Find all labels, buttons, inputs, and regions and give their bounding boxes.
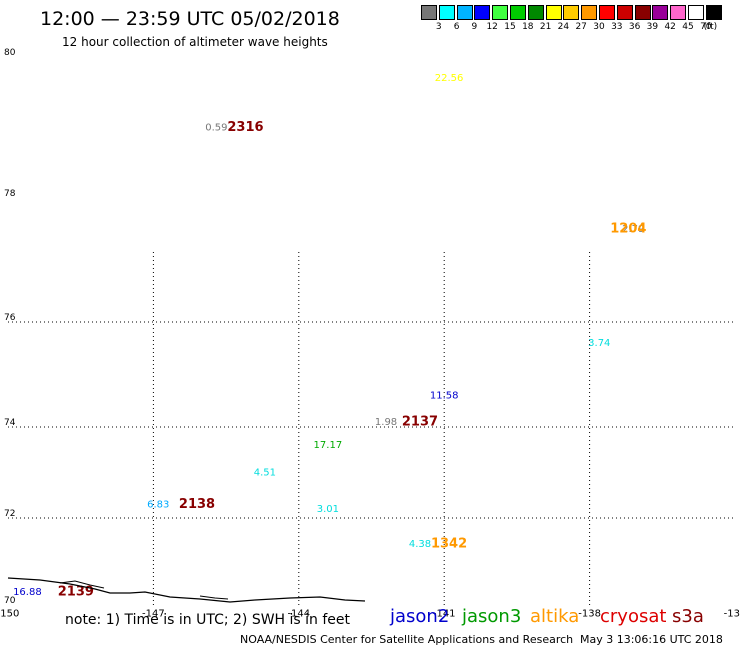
wave-height-label: 1.98	[375, 417, 397, 428]
scale-swatch	[688, 5, 704, 20]
y-tick-label: 80	[4, 48, 16, 58]
x-tick-label: -150	[0, 608, 19, 619]
scale-label: 36	[628, 22, 641, 32]
wave-height-label: 6.83	[147, 499, 169, 510]
scale-label: 70	[700, 22, 712, 32]
wave-height-label: 3.74	[588, 338, 610, 349]
scale-swatch	[421, 5, 437, 20]
y-tick-label: 76	[4, 313, 16, 323]
x-tick-label: -147	[142, 608, 165, 619]
scale-label: 18	[522, 22, 534, 32]
scale-swatch	[652, 5, 669, 20]
y-tick-label: 74	[4, 418, 16, 428]
scale-swatch	[634, 5, 651, 20]
y-tick-label: 72	[4, 509, 15, 519]
scale-label: 33	[611, 22, 623, 32]
coastline-islands	[199, 595, 229, 600]
scale-label: 9	[471, 22, 478, 32]
x-tick-label: -138	[578, 608, 601, 619]
wave-height-label: 3.01	[317, 504, 339, 515]
wave-height-label: 16.88	[13, 587, 42, 598]
footer-timestamp: May 3 13:06:16 UTC 2018	[580, 633, 723, 646]
satellite-s3a: s3a	[672, 606, 704, 627]
scale-swatch	[527, 5, 544, 20]
wave-height-label: 17.17	[314, 440, 343, 451]
pass-label: 2316	[227, 120, 263, 135]
wave-height-label: 2.79	[622, 224, 644, 235]
wave-height-label: 22.56	[435, 73, 464, 84]
x-tick-label: -144	[287, 608, 310, 619]
chart-subtitle: 12 hour collection of altimeter wave hei…	[62, 35, 328, 49]
scale-swatch	[545, 5, 562, 20]
satellite-jason3: jason3	[462, 606, 522, 627]
wave-height-label: 4.51	[254, 468, 276, 479]
wave-height-label: 4.38	[409, 539, 431, 550]
footer-note: note: 1) Time is in UTC; 2) SWH is in fe…	[65, 612, 351, 628]
scale-label: 45	[682, 22, 694, 32]
satellite-altika: altika	[530, 606, 580, 627]
scale-label: 42	[664, 22, 676, 32]
pass-label: 1342	[431, 537, 467, 552]
scale-swatch	[670, 5, 687, 20]
scale-swatch	[616, 5, 633, 20]
scale-label: 39	[646, 22, 659, 32]
x-tick-label: -135	[724, 608, 740, 619]
wave-height-label: 0.59	[205, 123, 227, 134]
scale-swatch	[705, 5, 722, 20]
wave-height-label: 11.58	[430, 391, 459, 402]
y-tick-label: 70	[4, 596, 16, 606]
satellite-jason2: jason2	[390, 606, 450, 627]
scale-swatch	[492, 5, 509, 20]
scale-swatch	[581, 5, 598, 20]
scale-unit: (ft)	[703, 22, 718, 32]
pass-label: 2137	[402, 414, 438, 429]
scale-label: 12	[486, 22, 498, 32]
scale-swatch	[599, 5, 615, 20]
satellite-cryosat: cryosat	[600, 606, 667, 627]
scale-swatch	[474, 5, 491, 20]
chart-title: 12:00 — 23:59 UTC 05/02/2018	[40, 8, 340, 30]
scale-swatch	[456, 5, 473, 20]
pass-label: 2138	[179, 497, 215, 512]
scale-label: 3	[435, 22, 442, 32]
x-tick-label: -141	[433, 608, 456, 619]
scale-label: 27	[575, 22, 587, 32]
scale-label: 21	[539, 22, 552, 32]
scale-label: 6	[453, 22, 460, 32]
scale-label: 15	[504, 22, 516, 32]
pass-label: 2139	[58, 584, 94, 599]
coastline	[7, 577, 366, 603]
scale-swatch	[510, 5, 526, 20]
scale-swatch	[438, 5, 455, 20]
footer-credit: NOAA/NESDIS Center for Satellite Applica…	[240, 633, 574, 646]
scale-swatch	[563, 5, 580, 20]
y-tick-label: 78	[4, 189, 16, 199]
scale-label: 30	[593, 22, 605, 32]
scale-label: 24	[557, 22, 570, 32]
coastline-islands	[59, 580, 105, 589]
pass-label: 1204	[610, 222, 646, 237]
